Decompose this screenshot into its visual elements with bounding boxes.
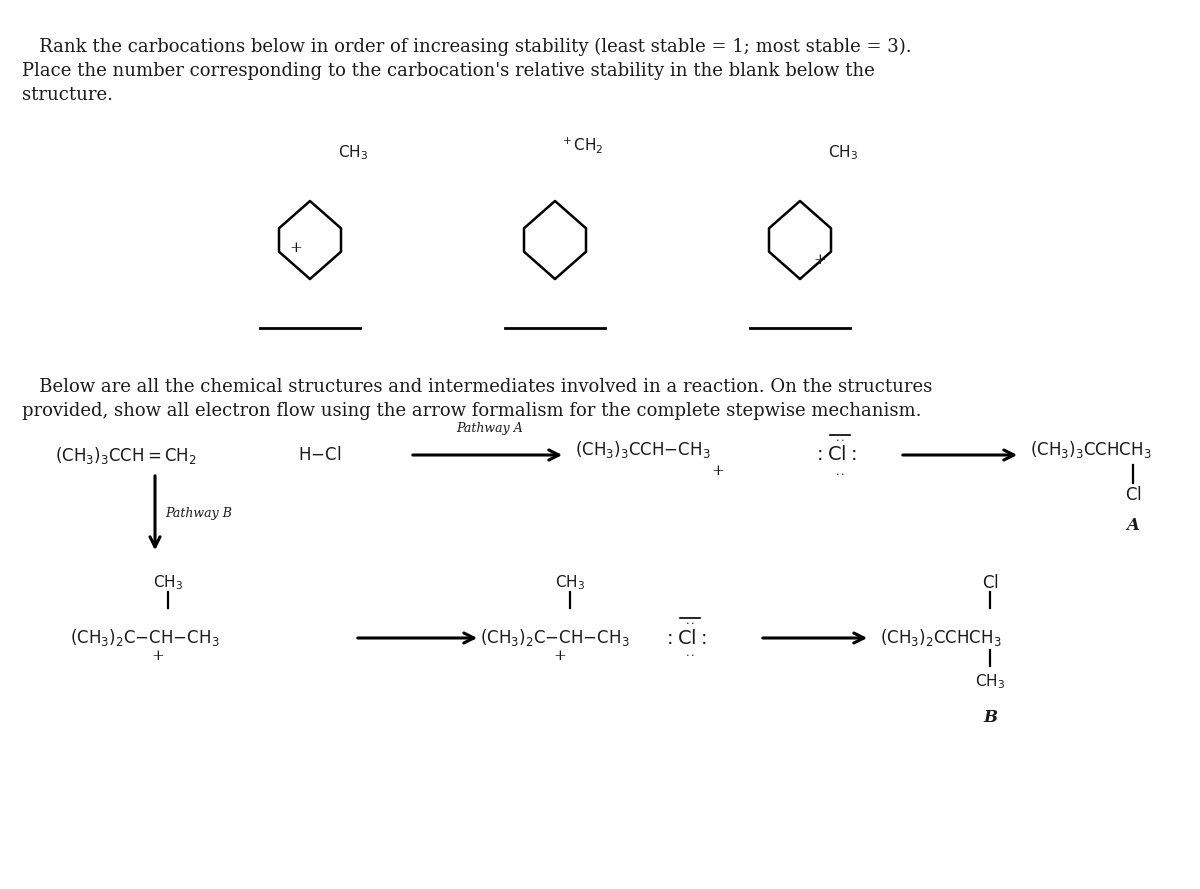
- Text: +: +: [814, 253, 827, 267]
- Text: structure.: structure.: [22, 86, 113, 104]
- Text: $\mathrm{(CH_3)_3CCHCH_3}$: $\mathrm{(CH_3)_3CCHCH_3}$: [1030, 438, 1152, 460]
- Text: $\mathrm{:Cl:}$: $\mathrm{:Cl:}$: [814, 445, 857, 464]
- Text: $\mathrm{CH_3}$: $\mathrm{CH_3}$: [152, 573, 184, 592]
- Text: $\mathrm{Cl}$: $\mathrm{Cl}$: [982, 574, 998, 592]
- Text: A: A: [1127, 517, 1140, 533]
- Text: $\cdot\cdot$: $\cdot\cdot$: [685, 649, 695, 659]
- Text: +: +: [151, 649, 164, 663]
- Text: $\mathrm{CH_3}$: $\mathrm{CH_3}$: [554, 573, 586, 592]
- Text: $\mathrm{Cl}$: $\mathrm{Cl}$: [1124, 486, 1141, 504]
- Text: Pathway A: Pathway A: [457, 422, 523, 435]
- Text: $\mathrm{(CH_3)_2C{-}CH{-}CH_3}$: $\mathrm{(CH_3)_2C{-}CH{-}CH_3}$: [480, 628, 630, 648]
- Text: Below are all the chemical structures and intermediates involved in a reaction. : Below are all the chemical structures an…: [22, 378, 932, 396]
- Text: $\mathrm{(CH_3)_3CCH{-}CH_3}$: $\mathrm{(CH_3)_3CCH{-}CH_3}$: [575, 438, 710, 460]
- Text: $\mathrm{(CH_3)_2C{-}CH{-}CH_3}$: $\mathrm{(CH_3)_2C{-}CH{-}CH_3}$: [70, 628, 220, 648]
- Text: +: +: [289, 241, 302, 255]
- Text: +: +: [712, 464, 725, 478]
- Text: Pathway B: Pathway B: [166, 507, 232, 519]
- Text: Place the number corresponding to the carbocation's relative stability in the bl: Place the number corresponding to the ca…: [22, 62, 875, 80]
- Text: $\mathrm{CH_3}$: $\mathrm{CH_3}$: [828, 143, 858, 162]
- Text: $\mathrm{H{-}Cl}$: $\mathrm{H{-}Cl}$: [298, 446, 341, 464]
- Text: B: B: [983, 709, 997, 726]
- Text: provided, show all electron flow using the arrow formalism for the complete step: provided, show all electron flow using t…: [22, 402, 922, 420]
- Text: $\cdot\cdot$: $\cdot\cdot$: [835, 434, 845, 444]
- Text: +: +: [553, 649, 566, 663]
- Text: $\mathrm{:Cl:}$: $\mathrm{:Cl:}$: [664, 629, 707, 647]
- Text: $\mathrm{(CH_3)_2CCHCH_3}$: $\mathrm{(CH_3)_2CCHCH_3}$: [880, 628, 1002, 648]
- Text: $\mathrm{(CH_3)_3CCH{=}CH_2}$: $\mathrm{(CH_3)_3CCH{=}CH_2}$: [55, 444, 197, 466]
- Text: $\mathrm{CH_3}$: $\mathrm{CH_3}$: [974, 673, 1006, 692]
- Text: Rank the carbocations below in order of increasing stability (least stable = 1; : Rank the carbocations below in order of …: [22, 38, 912, 56]
- Text: $\cdot\cdot$: $\cdot\cdot$: [685, 617, 695, 627]
- Text: $\cdot\cdot$: $\cdot\cdot$: [835, 468, 845, 478]
- Text: $^+\mathrm{CH_2}$: $^+\mathrm{CH_2}$: [560, 135, 604, 155]
- Text: $\mathrm{CH_3}$: $\mathrm{CH_3}$: [338, 143, 368, 162]
